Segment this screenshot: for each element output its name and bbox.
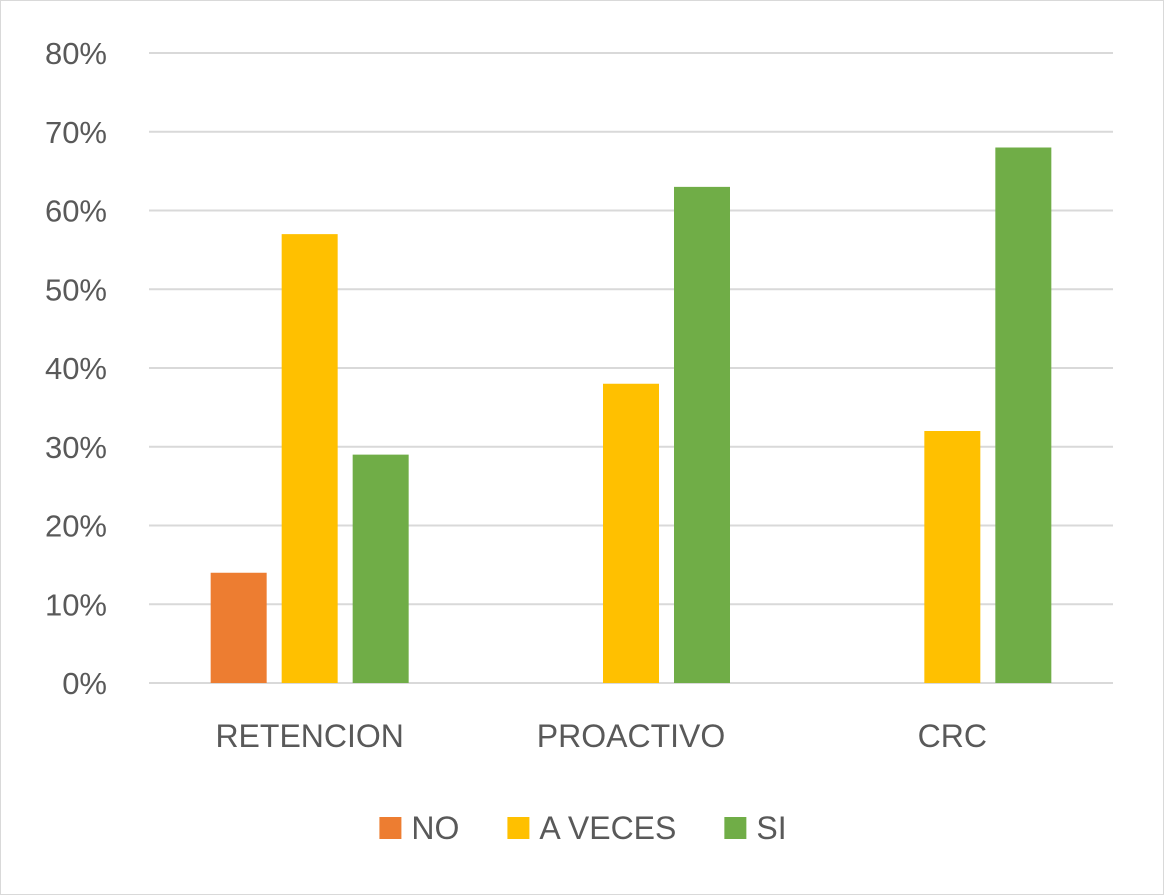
y-tick-label: 0% (62, 666, 107, 701)
y-tick-label: 60% (45, 194, 107, 229)
bar-a-veces (924, 431, 981, 683)
y-tick-label: 50% (45, 272, 107, 307)
x-category-label: PROACTIVO (537, 718, 725, 754)
bar-a-veces (603, 383, 659, 683)
y-tick-label: 30% (45, 430, 107, 465)
y-tick-label: 10% (45, 587, 107, 622)
y-tick-label: 20% (45, 509, 107, 544)
legend-swatch (379, 817, 402, 839)
y-axis-ticks: 0% 10% 20% 30% 40% 50% 60% 70% 80% (45, 36, 107, 701)
x-axis-categories: RETENCION PROACTIVO CRC (215, 718, 987, 754)
x-category-label: RETENCION (215, 718, 403, 754)
y-tick-label: 80% (45, 36, 107, 71)
bar-si (995, 147, 1052, 683)
legend-item: SI (724, 810, 787, 846)
legend-item: A VECES (507, 810, 676, 846)
bars (210, 147, 1052, 683)
legend-item: NO (379, 810, 459, 846)
bar-no (210, 572, 267, 683)
legend-swatch (724, 817, 747, 839)
legend: NO A VECES SI (379, 810, 787, 846)
bar-a-veces (281, 234, 338, 683)
bar-si (352, 454, 409, 683)
bar-si (674, 186, 730, 683)
legend-label: SI (756, 810, 786, 846)
x-category-label: CRC (918, 718, 987, 754)
legend-label: A VECES (539, 810, 676, 846)
y-tick-label: 70% (45, 115, 107, 150)
legend-swatch (507, 817, 530, 839)
y-tick-label: 40% (45, 351, 107, 386)
legend-label: NO (411, 810, 459, 846)
